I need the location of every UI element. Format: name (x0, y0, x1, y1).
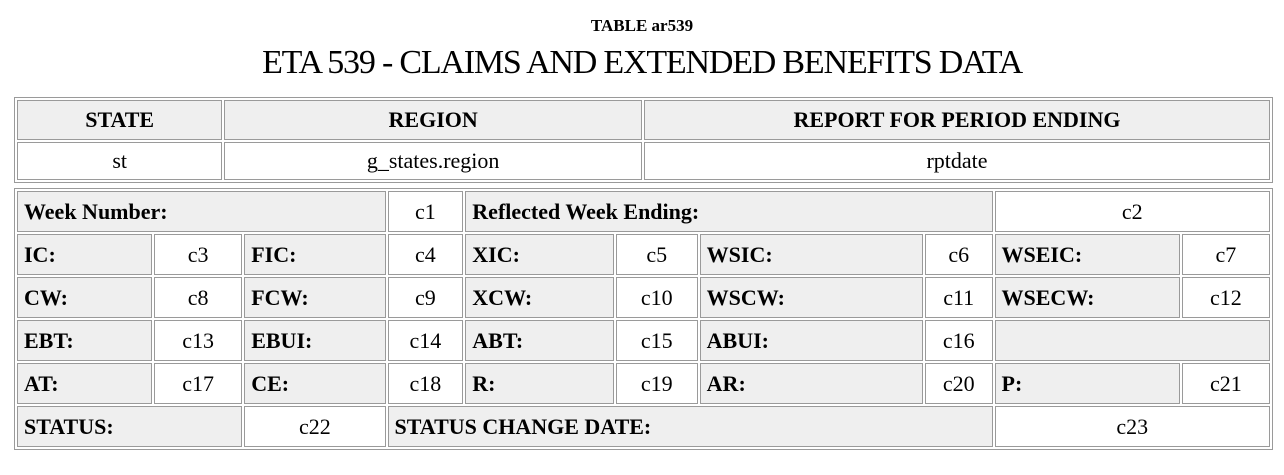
table-row: AT: c17 CE: c18 R: c19 AR: c20 P: c21 (17, 363, 1270, 404)
wsic-label: WSIC: (699, 234, 923, 275)
header-value-row: st g_states.region rptdate (17, 142, 1270, 180)
region-header: REGION (224, 100, 642, 140)
c15-value: c15 (615, 320, 698, 361)
fic-label: FIC: (244, 234, 386, 275)
data-table: Week Number: c1 Reflected Week Ending: c… (14, 188, 1273, 450)
abui-label: ABUI: (699, 320, 923, 361)
period-value: rptdate (643, 142, 1270, 180)
c9-value: c9 (387, 277, 464, 318)
state-value: st (17, 142, 223, 180)
c1-value: c1 (387, 191, 464, 232)
c20-value: c20 (924, 363, 993, 404)
reflected-week-ending-label: Reflected Week Ending: (465, 191, 993, 232)
c10-value: c10 (615, 277, 698, 318)
cw-label: CW: (17, 277, 153, 318)
header-label-row: STATE REGION REPORT FOR PERIOD ENDING (17, 100, 1270, 140)
c17-value: c17 (154, 363, 243, 404)
c4-value: c4 (387, 234, 464, 275)
ic-label: IC: (17, 234, 153, 275)
xcw-label: XCW: (465, 277, 614, 318)
c6-value: c6 (924, 234, 993, 275)
c5-value: c5 (615, 234, 698, 275)
c16-value: c16 (924, 320, 993, 361)
header-table: STATE REGION REPORT FOR PERIOD ENDING st… (14, 97, 1273, 183)
abt-label: ABT: (465, 320, 614, 361)
p-label: P: (994, 363, 1180, 404)
c11-value: c11 (924, 277, 993, 318)
fcw-label: FCW: (244, 277, 386, 318)
c23-value: c23 (994, 406, 1270, 447)
r-label: R: (465, 363, 614, 404)
report-title: ETA 539 - CLAIMS AND EXTENDED BENEFITS D… (262, 44, 1023, 81)
table-row: EBT: c13 EBUI: c14 ABT: c15 ABUI: c16 (17, 320, 1270, 361)
period-header: REPORT FOR PERIOD ENDING (643, 100, 1270, 140)
table-row: CW: c8 FCW: c9 XCW: c10 WSCW: c11 WSECW:… (17, 277, 1270, 318)
c19-value: c19 (615, 363, 698, 404)
c3-value: c3 (154, 234, 243, 275)
c8-value: c8 (154, 277, 243, 318)
ebt-label: EBT: (17, 320, 153, 361)
ar-label: AR: (699, 363, 923, 404)
table-row: STATUS: c22 STATUS CHANGE DATE: c23 (17, 406, 1270, 447)
region-value: g_states.region (224, 142, 642, 180)
wscw-label: WSCW: (699, 277, 923, 318)
wsecw-label: WSECW: (994, 277, 1180, 318)
week-number-label: Week Number: (17, 191, 386, 232)
xic-label: XIC: (465, 234, 614, 275)
at-label: AT: (17, 363, 153, 404)
c2-value: c2 (994, 191, 1270, 232)
c7-value: c7 (1181, 234, 1270, 275)
c13-value: c13 (154, 320, 243, 361)
state-header: STATE (17, 100, 223, 140)
c18-value: c18 (387, 363, 464, 404)
ebui-label: EBUI: (244, 320, 386, 361)
ce-label: CE: (244, 363, 386, 404)
status-change-date-label: STATUS CHANGE DATE: (387, 406, 993, 447)
c14-value: c14 (387, 320, 464, 361)
table-row: Week Number: c1 Reflected Week Ending: c… (17, 191, 1270, 232)
c21-value: c21 (1181, 363, 1270, 404)
wseic-label: WSEIC: (994, 234, 1180, 275)
empty-cell (994, 320, 1270, 361)
table-row: IC: c3 FIC: c4 XIC: c5 WSIC: c6 WSEIC: c… (17, 234, 1270, 275)
c12-value: c12 (1181, 277, 1270, 318)
status-label: STATUS: (17, 406, 243, 447)
c22-value: c22 (244, 406, 386, 447)
table-caption: TABLE ar539 (590, 16, 694, 35)
